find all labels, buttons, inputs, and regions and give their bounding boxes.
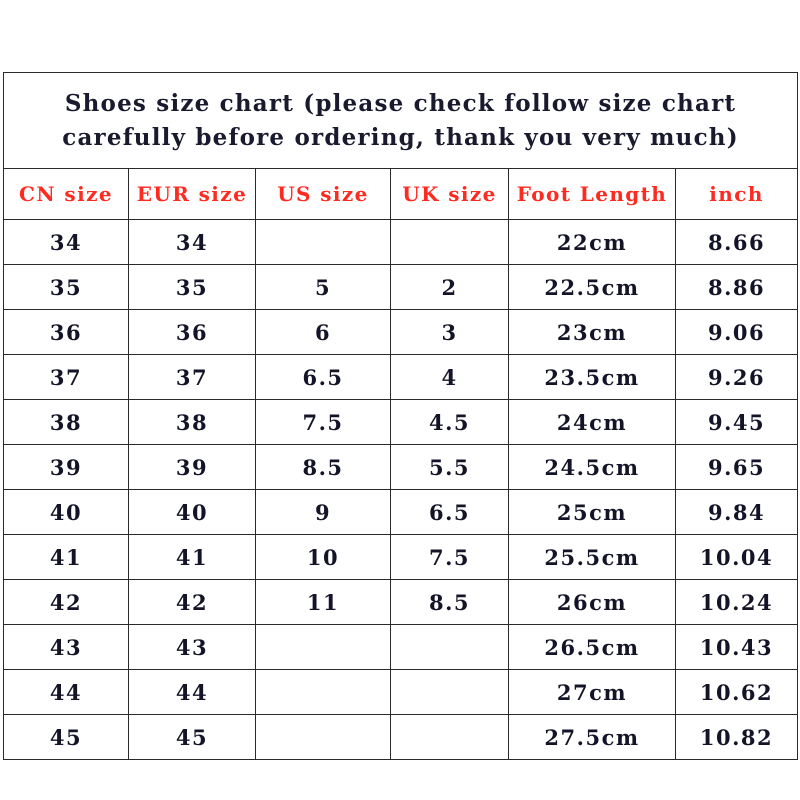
cell-cn-size: 34 — [3, 219, 129, 265]
cell-foot-length: 23cm — [508, 309, 676, 355]
cell-inch: 10.04 — [674, 534, 799, 580]
column-header-cn-size: CN size — [3, 168, 129, 220]
cell-foot-length: 27cm — [508, 669, 676, 715]
table-row: 41 41 10 7.5 25.5cm 10.04 — [3, 534, 799, 580]
cell-foot-length: 26.5cm — [508, 624, 676, 670]
column-header-row: CN size EUR size US size UK size Foot Le… — [3, 168, 799, 220]
cell-foot-length: 22cm — [508, 219, 676, 265]
table-row: 39 39 8.5 5.5 24.5cm 9.65 — [3, 444, 799, 490]
cell-cn-size: 37 — [3, 354, 129, 400]
cell-uk-size: 2 — [390, 264, 509, 310]
cell-foot-length: 25.5cm — [508, 534, 676, 580]
cell-us-size — [255, 669, 391, 715]
cell-inch: 8.66 — [674, 219, 799, 265]
cell-uk-size — [390, 624, 509, 670]
cell-uk-size: 7.5 — [390, 534, 509, 580]
column-header-eur-size: EUR size — [128, 168, 256, 220]
cell-inch: 9.45 — [674, 399, 799, 445]
cell-cn-size: 44 — [3, 669, 129, 715]
cell-uk-size: 4 — [390, 354, 509, 400]
shoe-size-table: Shoes size chart (please check follow si… — [2, 72, 799, 760]
chart-title-line-1: Shoes size chart (please check follow si… — [64, 90, 737, 118]
table-row: 37 37 6.5 4 23.5cm 9.26 — [3, 354, 799, 400]
cell-us-size: 11 — [255, 579, 391, 625]
column-header-us-size: US size — [255, 168, 391, 220]
table-row: 43 43 26.5cm 10.43 — [3, 624, 799, 670]
cell-uk-size: 4.5 — [390, 399, 509, 445]
cell-inch: 10.24 — [674, 579, 799, 625]
chart-title: Shoes size chart (please check follow si… — [2, 72, 799, 169]
cell-uk-size: 5.5 — [390, 444, 509, 490]
cell-foot-length: 26cm — [508, 579, 676, 625]
cell-eur-size: 44 — [128, 669, 256, 715]
cell-foot-length: 27.5cm — [508, 714, 676, 760]
cell-uk-size — [390, 219, 509, 265]
cell-us-size: 10 — [255, 534, 391, 580]
cell-cn-size: 39 — [3, 444, 129, 490]
cell-cn-size: 36 — [3, 309, 129, 355]
cell-cn-size: 40 — [3, 489, 129, 535]
cell-uk-size — [390, 669, 509, 715]
cell-foot-length: 24.5cm — [508, 444, 676, 490]
cell-inch: 10.43 — [674, 624, 799, 670]
cell-foot-length: 25cm — [508, 489, 676, 535]
column-header-uk-size: UK size — [390, 168, 509, 220]
table-row: 42 42 11 8.5 26cm 10.24 — [3, 579, 799, 625]
cell-foot-length: 22.5cm — [508, 264, 676, 310]
cell-eur-size: 35 — [128, 264, 256, 310]
size-table-body: 34 34 22cm 8.66 35 35 5 2 22.5cm 8.86 36… — [3, 219, 799, 760]
cell-inch: 8.86 — [674, 264, 799, 310]
cell-us-size — [255, 624, 391, 670]
table-row: 40 40 9 6.5 25cm 9.84 — [3, 489, 799, 535]
table-row: 44 44 27cm 10.62 — [3, 669, 799, 715]
cell-eur-size: 37 — [128, 354, 256, 400]
cell-us-size — [255, 219, 391, 265]
cell-eur-size: 34 — [128, 219, 256, 265]
cell-us-size: 6 — [255, 309, 391, 355]
table-row: 35 35 5 2 22.5cm 8.86 — [3, 264, 799, 310]
cell-cn-size: 42 — [3, 579, 129, 625]
cell-eur-size: 42 — [128, 579, 256, 625]
column-header-foot-length: Foot Length — [508, 168, 676, 220]
cell-inch: 9.84 — [674, 489, 799, 535]
cell-inch: 9.65 — [674, 444, 799, 490]
cell-us-size: 8.5 — [255, 444, 391, 490]
cell-inch: 9.06 — [674, 309, 799, 355]
cell-cn-size: 43 — [3, 624, 129, 670]
cell-cn-size: 38 — [3, 399, 129, 445]
cell-inch: 10.62 — [674, 669, 799, 715]
table-row: 38 38 7.5 4.5 24cm 9.45 — [3, 399, 799, 445]
cell-inch: 9.26 — [674, 354, 799, 400]
cell-cn-size: 41 — [3, 534, 129, 580]
cell-us-size: 9 — [255, 489, 391, 535]
cell-us-size — [255, 714, 391, 760]
cell-foot-length: 24cm — [508, 399, 676, 445]
cell-eur-size: 36 — [128, 309, 256, 355]
cell-cn-size: 35 — [3, 264, 129, 310]
table-row: 34 34 22cm 8.66 — [3, 219, 799, 265]
cell-eur-size: 38 — [128, 399, 256, 445]
cell-eur-size: 41 — [128, 534, 256, 580]
cell-uk-size — [390, 714, 509, 760]
cell-foot-length: 23.5cm — [508, 354, 676, 400]
cell-eur-size: 39 — [128, 444, 256, 490]
cell-eur-size: 45 — [128, 714, 256, 760]
column-header-inch: inch — [674, 168, 799, 220]
cell-eur-size: 43 — [128, 624, 256, 670]
cell-inch: 10.82 — [674, 714, 799, 760]
cell-uk-size: 3 — [390, 309, 509, 355]
table-row: 45 45 27.5cm 10.82 — [3, 714, 799, 760]
cell-eur-size: 40 — [128, 489, 256, 535]
cell-us-size: 6.5 — [255, 354, 391, 400]
title-row: Shoes size chart (please check follow si… — [2, 72, 799, 169]
size-chart-container: Shoes size chart (please check follow si… — [2, 72, 799, 760]
table-row: 36 36 6 3 23cm 9.06 — [3, 309, 799, 355]
cell-uk-size: 8.5 — [390, 579, 509, 625]
cell-us-size: 7.5 — [255, 399, 391, 445]
cell-us-size: 5 — [255, 264, 391, 310]
cell-cn-size: 45 — [3, 714, 129, 760]
chart-title-line-2: carefully before ordering, thank you ver… — [62, 123, 739, 151]
cell-uk-size: 6.5 — [390, 489, 509, 535]
